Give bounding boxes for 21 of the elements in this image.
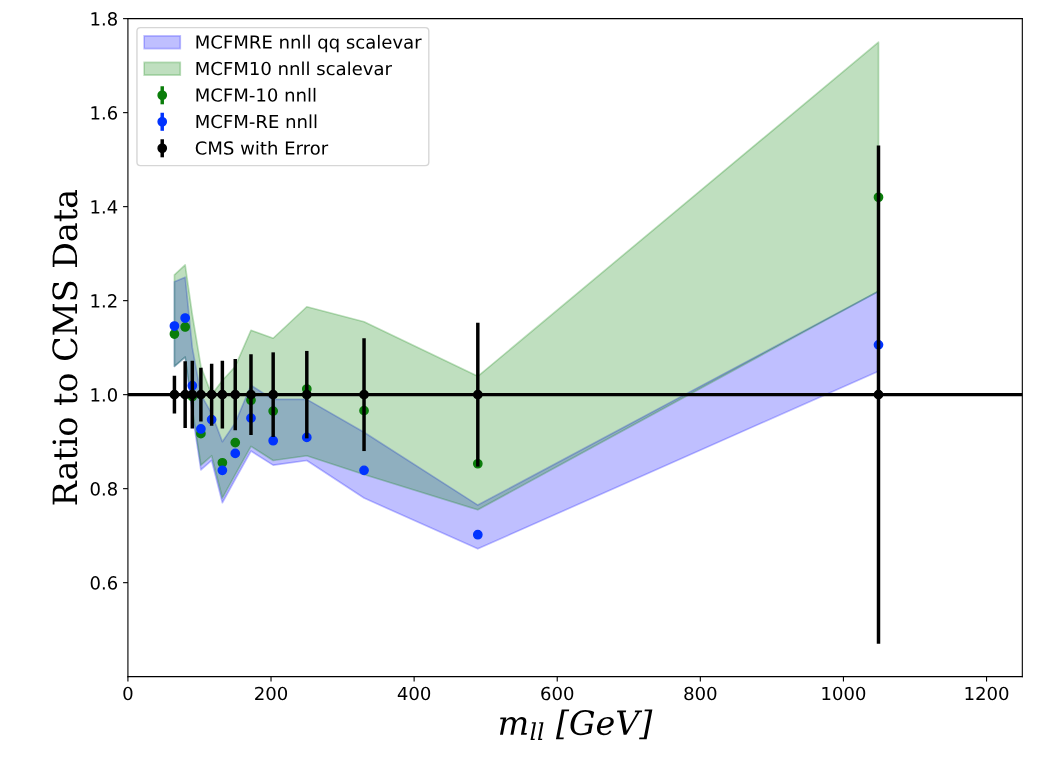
y-tick-label: 1.4 bbox=[91, 200, 118, 214]
y-tick-label: 1.2 bbox=[91, 294, 117, 308]
x-axis-title: m$_{ll}$ [GeV] bbox=[499, 709, 653, 740]
legend-label: MCFM10 nnll scalevar bbox=[196, 61, 392, 76]
legend-label: MCFM-10 nnll bbox=[196, 87, 316, 102]
x-tick-label: 600 bbox=[541, 686, 574, 701]
y-tick-label: 0.6 bbox=[90, 576, 118, 590]
x-tick-label: 800 bbox=[684, 686, 717, 701]
y-tick-label: 0.8 bbox=[90, 482, 117, 496]
y-tick-label: 1.0 bbox=[91, 388, 117, 402]
x-tick-label: 1200 bbox=[965, 686, 1009, 701]
y-tick-label: 1.8 bbox=[91, 12, 117, 26]
x-tick-label: 400 bbox=[397, 686, 431, 701]
y-tick-label: 1.6 bbox=[91, 106, 118, 120]
legend-label: MCFMRE nnll qq scalevar bbox=[196, 34, 422, 53]
legend-label: MCFM-RE nnll bbox=[196, 114, 317, 129]
y-axis-title: Ratio to CMS Data bbox=[52, 189, 78, 505]
x-tick-label: 1000 bbox=[822, 686, 866, 701]
x-tick-label: 200 bbox=[255, 686, 288, 701]
legend-label: CMS with Error bbox=[195, 140, 329, 155]
x-tick-label: 0 bbox=[123, 686, 133, 701]
